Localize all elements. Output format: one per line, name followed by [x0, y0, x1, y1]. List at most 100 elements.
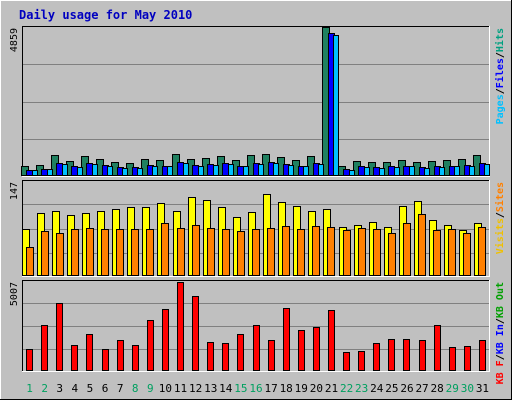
bar — [258, 164, 264, 176]
bar — [71, 229, 79, 276]
bar — [403, 223, 411, 276]
bar — [463, 233, 471, 276]
bar — [283, 308, 290, 371]
bar — [146, 229, 154, 276]
chart-panels: 4859Pages/Files/Hits147Visits/Sites5007K… — [9, 26, 506, 384]
legend-entry: / — [495, 88, 506, 94]
bar — [282, 226, 290, 276]
bar — [388, 233, 396, 276]
series-kb-f — [26, 282, 486, 371]
x-tick-label: 17 — [264, 382, 277, 395]
bar — [92, 164, 98, 176]
x-tick-label: 10 — [159, 382, 172, 395]
bar — [86, 163, 93, 176]
bar — [297, 229, 305, 276]
bar — [32, 170, 38, 176]
x-tick-label: 31 — [476, 382, 489, 395]
bar — [101, 229, 109, 276]
bar — [147, 320, 154, 371]
bar — [358, 228, 366, 276]
bar — [312, 226, 320, 276]
bar — [448, 229, 456, 276]
bar — [373, 343, 380, 371]
bar — [373, 229, 381, 276]
bar — [403, 166, 410, 176]
bar — [62, 164, 68, 176]
bar — [388, 339, 395, 371]
bar — [243, 166, 249, 176]
bar — [439, 167, 445, 176]
x-tick-label: 15 — [234, 382, 247, 395]
bar — [213, 165, 219, 176]
bar — [132, 345, 139, 371]
bar — [288, 165, 294, 176]
bar — [454, 166, 460, 176]
bar — [192, 165, 199, 176]
bar — [343, 230, 351, 276]
x-tick-label: 26 — [400, 382, 413, 395]
legend: Pages/Files/Hits — [494, 28, 506, 124]
bar — [343, 352, 350, 371]
bar — [394, 167, 400, 176]
x-tick-label: 21 — [325, 382, 338, 395]
x-tick-label: 13 — [204, 382, 217, 395]
x-tick-label: 29 — [446, 382, 459, 395]
bar — [41, 231, 49, 276]
bar — [86, 334, 93, 371]
bar — [358, 166, 365, 176]
x-tick-label: 19 — [295, 382, 308, 395]
x-tick-label: 1 — [26, 382, 33, 395]
bar — [47, 169, 53, 176]
bar — [303, 166, 309, 176]
bar — [273, 163, 279, 176]
y-max-label: 4859 — [9, 28, 20, 52]
x-tick-labels: 1 2 3 4 5 6 7 8 9 10 11 12 13 14 15 16 17 18 19 20 21 22 23 24 2… — [26, 382, 489, 395]
bar — [26, 247, 34, 276]
bar — [177, 228, 185, 276]
bar — [198, 166, 204, 176]
x-tick-label: 23 — [355, 382, 368, 395]
bar — [469, 166, 475, 176]
bar — [117, 340, 124, 371]
bar — [253, 325, 260, 371]
bar — [222, 343, 229, 371]
x-tick-label: 3 — [56, 382, 63, 395]
legend-entry: Hits — [494, 28, 506, 52]
bar — [479, 340, 486, 371]
bar — [343, 169, 350, 176]
y-max-label: 5007 — [9, 282, 20, 306]
bar — [131, 229, 139, 276]
bar — [364, 167, 370, 176]
bar — [388, 166, 395, 176]
x-tick-label: 25 — [385, 382, 398, 395]
bar — [433, 230, 441, 276]
bar — [71, 345, 78, 371]
bar — [177, 282, 184, 371]
x-tick-label: 7 — [117, 382, 124, 395]
bar — [379, 168, 385, 176]
bar — [228, 164, 234, 176]
x-tick-label: 4 — [72, 382, 79, 395]
legend-entry: Visits — [494, 218, 506, 254]
bar — [77, 167, 83, 176]
x-tick-label: 20 — [310, 382, 323, 395]
bar — [207, 342, 214, 371]
bar — [56, 233, 64, 276]
legend-entry: / — [495, 212, 506, 218]
bar — [268, 340, 275, 371]
legend-entry: / — [495, 354, 506, 360]
bar — [409, 166, 415, 176]
bar — [252, 229, 260, 276]
bar — [237, 166, 244, 176]
bar — [207, 228, 215, 276]
bar — [161, 223, 169, 276]
x-tick-label: 8 — [132, 382, 139, 395]
bar — [237, 231, 245, 276]
bar — [71, 166, 78, 176]
bar — [183, 163, 189, 176]
x-tick-label: 27 — [415, 382, 428, 395]
bar — [26, 170, 33, 176]
legend: Visits/Sites — [494, 182, 506, 254]
bar — [434, 325, 441, 371]
